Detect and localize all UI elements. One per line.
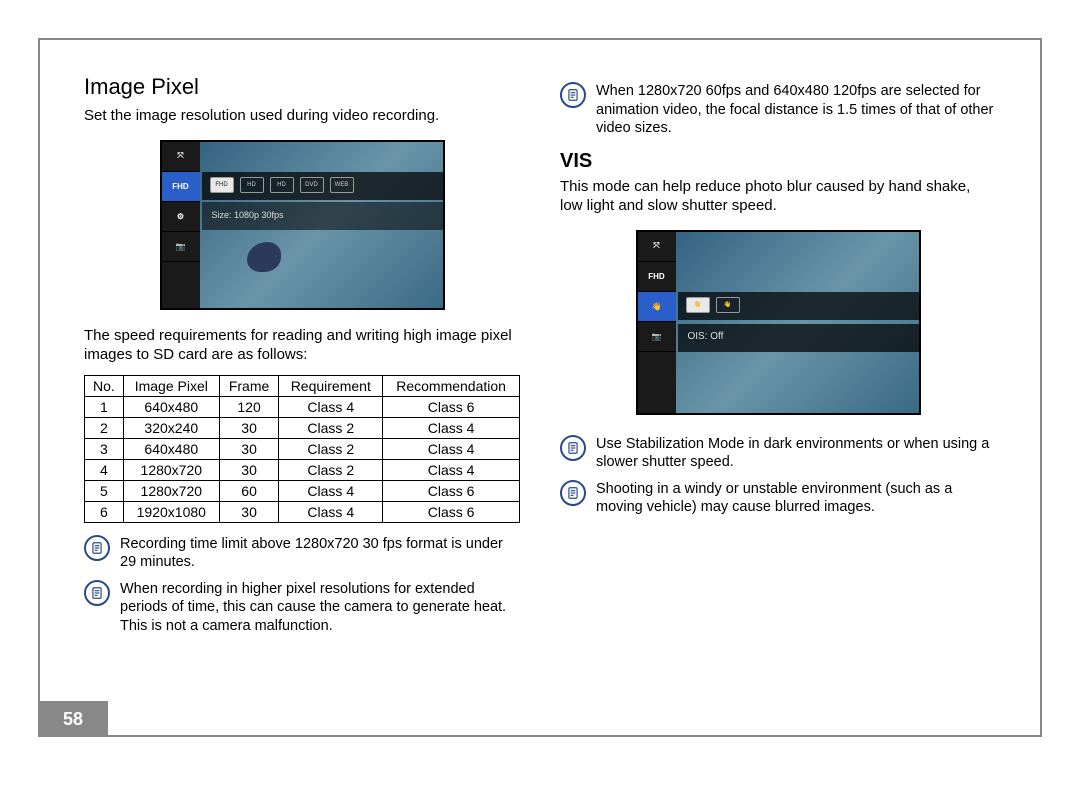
table-cell: Class 4	[383, 459, 520, 480]
col-requirement: Requirement	[279, 375, 383, 396]
chip-off: 👋	[686, 297, 710, 313]
side-item: 📷	[162, 232, 200, 262]
table-cell: Class 4	[279, 501, 383, 522]
page-number: 58	[38, 701, 108, 737]
thumb-chip-row: FHD HD HD DVD WEB	[202, 172, 443, 200]
table-cell: 1920x1080	[123, 501, 219, 522]
thumb-sidebar: ⤧ FHD 👋 📷	[638, 232, 676, 413]
table-cell: 1	[85, 396, 124, 417]
page-frame: Image Pixel Set the image resolution use…	[38, 38, 1042, 737]
note-icon	[84, 580, 110, 606]
chip: WEB	[330, 177, 354, 193]
table-cell: Class 4	[279, 480, 383, 501]
table-cell: 320x240	[123, 417, 219, 438]
chip: HD	[270, 177, 294, 193]
table-cell: 1280x720	[123, 459, 219, 480]
thumb-size-label: Size: 1080p 30fps	[202, 202, 443, 230]
thumb-chip-row: 👋 👋	[678, 292, 919, 320]
note-text: When recording in higher pixel resolutio…	[120, 580, 520, 636]
vis-intro: This mode can help reduce photo blur cau…	[560, 177, 996, 216]
note-icon	[560, 82, 586, 108]
col-recommendation: Recommendation	[383, 375, 520, 396]
table-cell: 30	[219, 417, 279, 438]
chip: DVD	[300, 177, 324, 193]
image-pixel-intro: Set the image resolution used during vid…	[84, 106, 520, 126]
table-cell: Class 6	[383, 501, 520, 522]
side-item: ⚙	[162, 202, 200, 232]
table-cell: Class 2	[279, 459, 383, 480]
note-icon	[560, 435, 586, 461]
side-item: ⤧	[638, 232, 676, 262]
table-header-row: No. Image Pixel Frame Requirement Recomm…	[85, 375, 520, 396]
speed-table: No. Image Pixel Frame Requirement Recomm…	[84, 375, 520, 523]
table-cell: 30	[219, 501, 279, 522]
table-row: 41280x72030Class 2Class 4	[85, 459, 520, 480]
table-row: 1640x480120Class 4Class 6	[85, 396, 520, 417]
note: Shooting in a windy or unstable environm…	[560, 480, 996, 517]
note-text: Recording time limit above 1280x720 30 f…	[120, 535, 520, 572]
table-cell: 640x480	[123, 396, 219, 417]
table-row: 61920x108030Class 4Class 6	[85, 501, 520, 522]
side-item: ⤧	[162, 142, 200, 172]
side-item: 📷	[638, 322, 676, 352]
note: When 1280x720 60fps and 640x480 120fps a…	[560, 82, 996, 138]
thumb-decoration	[247, 242, 281, 272]
note-icon	[560, 480, 586, 506]
table-cell: 2	[85, 417, 124, 438]
table-cell: 60	[219, 480, 279, 501]
chip: FHD	[210, 177, 234, 193]
side-item: FHD	[638, 262, 676, 292]
note-text: Shooting in a windy or unstable environm…	[596, 480, 996, 517]
table-intro: The speed requirements for reading and w…	[84, 326, 520, 365]
note-icon	[84, 535, 110, 561]
table-cell: Class 4	[383, 438, 520, 459]
col-no: No.	[85, 375, 124, 396]
table-cell: 5	[85, 480, 124, 501]
side-item-selected: FHD	[162, 172, 200, 202]
table-cell: 3	[85, 438, 124, 459]
chip: HD	[240, 177, 264, 193]
table-cell: 30	[219, 438, 279, 459]
note-text: When 1280x720 60fps and 640x480 120fps a…	[596, 82, 996, 138]
table-cell: Class 2	[279, 417, 383, 438]
table-cell: Class 6	[383, 396, 520, 417]
right-column: When 1280x720 60fps and 640x480 120fps a…	[560, 74, 996, 643]
note: Recording time limit above 1280x720 30 f…	[84, 535, 520, 572]
table-cell: 4	[85, 459, 124, 480]
table-cell: Class 4	[279, 396, 383, 417]
thumb-ois-label: OIS: Off	[678, 324, 919, 352]
table-cell: Class 4	[383, 417, 520, 438]
vis-screenshot: ⤧ FHD 👋 📷 👋 👋 OIS: Off	[636, 230, 921, 415]
table-row: 2320x24030Class 2Class 4	[85, 417, 520, 438]
table-cell: 120	[219, 396, 279, 417]
table-row: 51280x72060Class 4Class 6	[85, 480, 520, 501]
col-frame: Frame	[219, 375, 279, 396]
table-cell: Class 2	[279, 438, 383, 459]
note-text: Use Stabilization Mode in dark environme…	[596, 435, 996, 472]
side-item-selected: 👋	[638, 292, 676, 322]
table-cell: 6	[85, 501, 124, 522]
thumb-sidebar: ⤧ FHD ⚙ 📷	[162, 142, 200, 308]
heading-vis: VIS	[560, 150, 996, 173]
table-row: 3640x48030Class 2Class 4	[85, 438, 520, 459]
columns: Image Pixel Set the image resolution use…	[84, 74, 996, 643]
table-cell: Class 6	[383, 480, 520, 501]
left-column: Image Pixel Set the image resolution use…	[84, 74, 520, 643]
table-cell: 1280x720	[123, 480, 219, 501]
chip-on: 👋	[716, 297, 740, 313]
heading-image-pixel: Image Pixel	[84, 74, 520, 100]
table-cell: 30	[219, 459, 279, 480]
col-image-pixel: Image Pixel	[123, 375, 219, 396]
note: When recording in higher pixel resolutio…	[84, 580, 520, 636]
table-cell: 640x480	[123, 438, 219, 459]
image-pixel-screenshot: ⤧ FHD ⚙ 📷 FHD HD HD DVD WEB Size: 1080p …	[160, 140, 445, 310]
note: Use Stabilization Mode in dark environme…	[560, 435, 996, 472]
